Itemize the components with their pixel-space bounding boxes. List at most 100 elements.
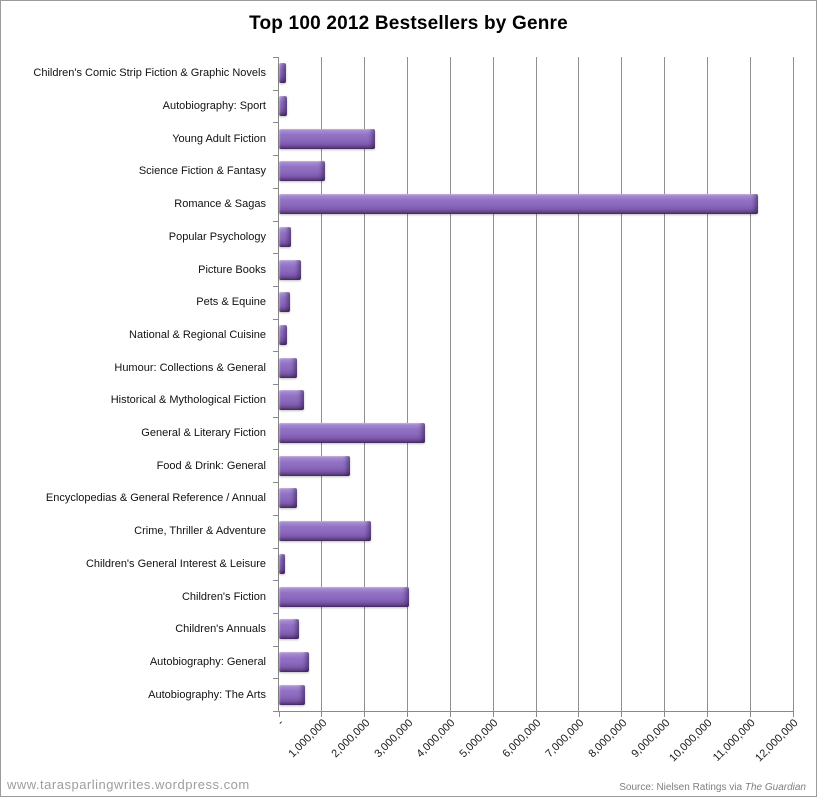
gridline (578, 57, 580, 711)
bar (279, 63, 286, 84)
category-label: Romance & Sagas (174, 198, 266, 211)
gridline (321, 57, 323, 711)
gridline (621, 57, 623, 711)
category-axis-tick (273, 547, 279, 549)
category-axis-tick (273, 89, 279, 91)
category-axis-tick (273, 285, 279, 287)
gridline (749, 57, 751, 711)
category-label: Young Adult Fiction (172, 132, 266, 145)
category-axis-tick (273, 449, 279, 451)
value-axis-label: 1,000,000 (286, 717, 330, 761)
value-axis-tick (664, 711, 665, 717)
gridline (492, 57, 494, 711)
category-axis-tick (273, 155, 279, 157)
value-axis-label: 6,000,000 (500, 717, 544, 761)
value-axis-tick (578, 711, 580, 717)
value-axis-tick (792, 711, 794, 717)
value-axis-label: 3,000,000 (371, 717, 415, 761)
value-axis-label: 9,000,000 (628, 717, 672, 761)
category-label: Pets & Equine (196, 296, 266, 309)
gridline (535, 57, 537, 711)
bar (279, 226, 291, 247)
category-label: Autobiography: Sport (162, 100, 266, 113)
watermark: www.tarasparlingwrites.wordpress.com (7, 777, 250, 792)
bar (279, 324, 288, 345)
category-axis-tick (273, 645, 279, 647)
value-axis-tick (535, 711, 537, 717)
category-label: Children's Fiction (181, 590, 266, 603)
category-label: Popular Psychology (168, 230, 266, 243)
bar (279, 651, 310, 672)
bar (279, 553, 285, 574)
gridline (407, 57, 408, 711)
category-axis-tick (273, 416, 279, 418)
category-axis-tick (273, 57, 279, 58)
category-label: Historical & Mythological Fiction (110, 394, 266, 407)
value-axis-label: 5,000,000 (457, 717, 501, 761)
category-axis-tick (273, 318, 279, 320)
value-axis-tick (706, 711, 708, 717)
category-label: Humour: Collections & General (114, 361, 266, 374)
category-label: Picture Books (198, 263, 266, 276)
value-axis-label: 7,000,000 (543, 717, 587, 761)
category-label: National & Regional Cuisine (129, 328, 266, 341)
category-axis-tick (273, 220, 279, 222)
category-label: Crime, Thriller & Adventure (134, 525, 266, 538)
value-axis-label: 8,000,000 (586, 717, 630, 761)
source-publication: The Guardian (744, 782, 806, 793)
bar (279, 390, 304, 411)
bar (279, 619, 300, 640)
value-axis-label: 12,000,000 (753, 717, 801, 765)
value-axis-tick (749, 711, 751, 717)
bar (279, 96, 287, 117)
value-axis-tick (321, 711, 323, 717)
gridline (706, 57, 708, 711)
gridline (792, 57, 794, 711)
source-note: Source: Nielsen Ratings via The Guardian (619, 782, 806, 793)
source-prefix: Source: Nielsen Ratings via (619, 782, 745, 793)
category-label: General & Literary Fiction (141, 427, 266, 440)
bar (279, 259, 301, 280)
bar (279, 586, 409, 607)
category-label: Food & Drink: General (156, 459, 266, 472)
value-axis-label: 2,000,000 (329, 717, 373, 761)
category-axis-tick (273, 187, 279, 189)
category-axis-tick (273, 580, 279, 582)
category-axis-tick (273, 351, 279, 353)
gridline (364, 57, 366, 711)
category-axis-tick (273, 384, 279, 385)
category-axis-labels: Children's Comic Strip Fiction & Graphic… (1, 57, 272, 711)
value-axis-tick (621, 711, 623, 717)
chart-title: Top 100 2012 Bestsellers by Genre (249, 13, 568, 34)
value-axis-label: 11,000,000 (710, 717, 758, 764)
category-label: Children's General Interest & Leisure (85, 557, 266, 570)
value-axis-label: 4,000,000 (414, 717, 458, 761)
category-label: Children's Annuals (175, 623, 266, 636)
gridline (449, 57, 451, 711)
category-axis-tick (273, 678, 279, 680)
category-label: Science Fiction & Fantasy (138, 165, 266, 178)
value-axis-tick (449, 711, 451, 717)
plot-area (273, 57, 794, 717)
bar (279, 521, 372, 542)
value-axis-label: - (275, 717, 287, 729)
value-axis-tick (492, 711, 494, 717)
category-label: Autobiography: The Arts (148, 688, 266, 701)
gridline (664, 57, 665, 711)
category-axis-tick (273, 482, 279, 484)
bar (279, 194, 758, 215)
bar (279, 128, 375, 149)
value-axis-tick (278, 711, 280, 717)
bar (279, 292, 291, 313)
value-axis-tick (364, 711, 366, 717)
category-axis-tick (273, 253, 279, 255)
value-axis-labels: -1,000,000 2,000,000 3,000,000 4,000,000 5,0… (275, 717, 800, 787)
bar (279, 161, 326, 182)
bar (279, 684, 306, 705)
category-axis-tick (273, 514, 279, 516)
category-label: Encyclopedias & General Reference / Annu… (45, 492, 266, 505)
bar (279, 357, 297, 378)
bar (279, 455, 351, 476)
bar (279, 423, 426, 444)
